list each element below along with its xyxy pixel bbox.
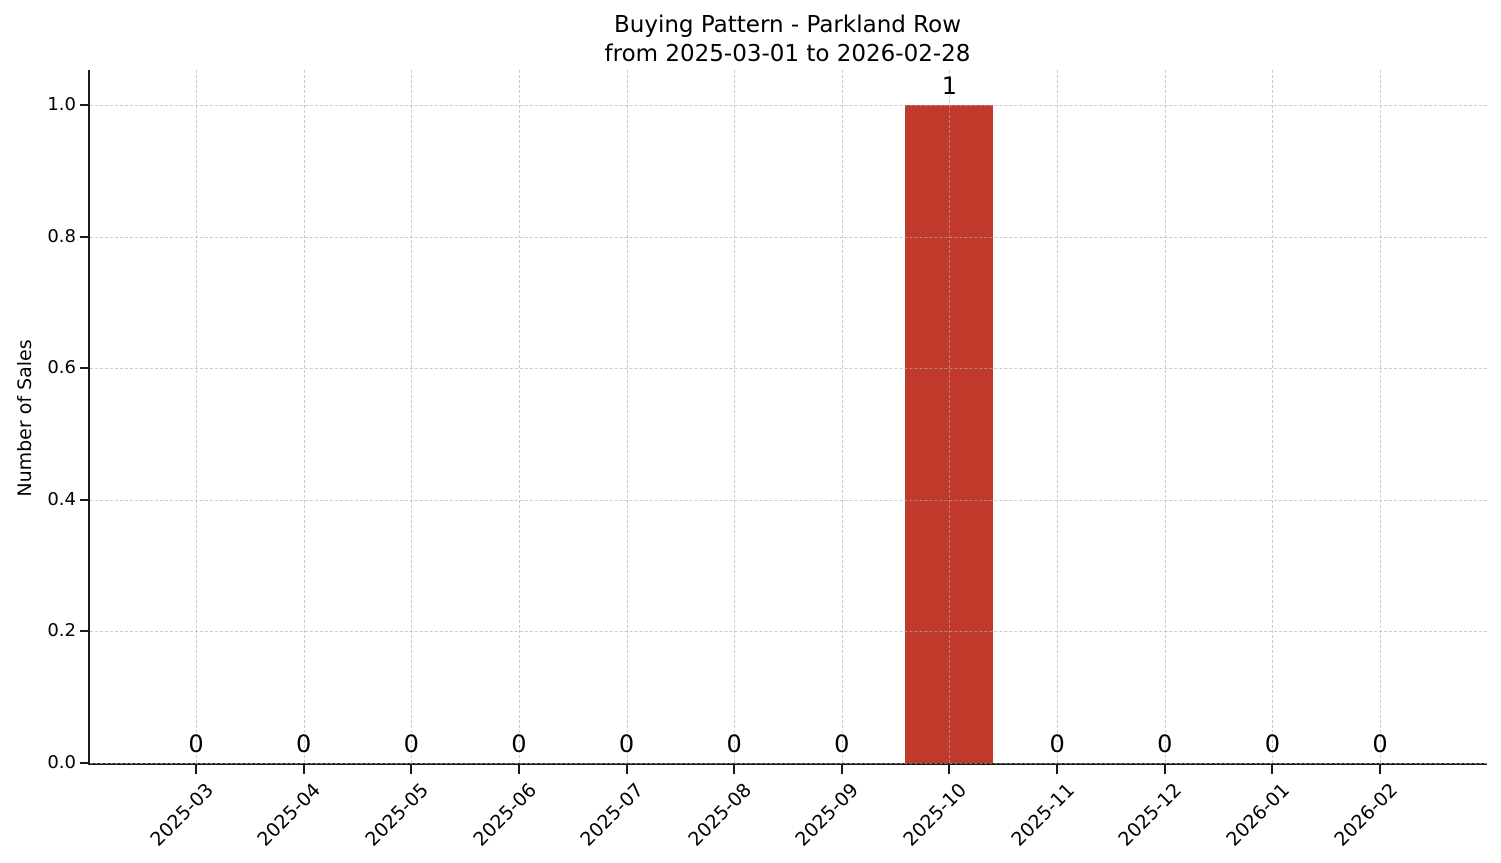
bar-value-label-2025-03: 0 — [188, 730, 204, 758]
plot-area: 0 0 0 0 0 0 0 1 0 0 0 0 — [88, 70, 1487, 765]
x-tick-mark — [1163, 765, 1166, 774]
gridline-vertical — [734, 70, 736, 763]
y-tick-label: 0.8 — [47, 225, 76, 247]
y-tick-label: 0.4 — [47, 488, 76, 510]
x-tick-label-2025-05: 2025-05 — [361, 779, 433, 851]
x-tick-label-2025-03: 2025-03 — [145, 779, 218, 851]
gridline-vertical — [1379, 70, 1381, 763]
gridline-horizontal — [90, 368, 1487, 370]
gridline-horizontal — [90, 763, 1487, 764]
x-tick-label-2025-06: 2025-06 — [468, 779, 541, 851]
bar-value-label-2025-04: 0 — [295, 730, 312, 758]
x-tick-label-2025-07: 2025-07 — [576, 779, 649, 851]
gridline-horizontal — [90, 631, 1487, 633]
bar-value-label-2025-07: 0 — [618, 730, 635, 758]
y-tick-label: 0.2 — [47, 620, 76, 642]
gridline-vertical — [841, 70, 843, 763]
x-tick-label-2025-09: 2025-09 — [791, 779, 864, 851]
x-tick-mark — [948, 765, 951, 774]
gridline-horizontal — [90, 499, 1487, 501]
bar-value-label-2025-11: 0 — [1049, 730, 1065, 758]
x-tick-label-2026-02: 2026-02 — [1329, 779, 1402, 851]
gridline-vertical — [1164, 70, 1166, 763]
y-tick-mark — [80, 762, 89, 764]
x-tick-mark — [625, 765, 628, 774]
gridline-vertical — [303, 70, 305, 763]
x-tick-mark — [1056, 765, 1059, 774]
gridline-vertical — [518, 70, 520, 763]
gridline-vertical — [411, 70, 413, 763]
y-tick-label: 0.6 — [47, 357, 76, 379]
chart-title-line1: Buying Pattern - Parkland Row — [613, 12, 962, 38]
y-tick-mark — [80, 498, 89, 501]
gridline-vertical — [626, 70, 628, 763]
bar-value-label-2025-06: 0 — [511, 730, 527, 758]
x-tick-label-2025-10: 2025-10 — [899, 779, 972, 851]
x-tick-mark — [517, 765, 520, 774]
chart-title: Buying Pattern - Parkland Row from 2025-… — [88, 11, 1487, 69]
gridline-vertical — [1272, 70, 1274, 763]
bar-value-label-2025-09: 0 — [834, 730, 850, 758]
x-tick-label-2025-04: 2025-04 — [253, 779, 326, 851]
x-tick-mark — [410, 765, 413, 774]
bar-value-label-2025-05: 0 — [403, 730, 419, 758]
x-tick-mark — [302, 765, 305, 774]
x-tick-mark — [195, 765, 197, 774]
bar-value-label-2026-01: 0 — [1264, 730, 1280, 758]
chart-title-line2: from 2025-03-01 to 2026-02-28 — [604, 41, 971, 67]
x-tick-label-2025-08: 2025-08 — [684, 779, 756, 851]
gridline-vertical — [1057, 70, 1059, 763]
y-tick-mark — [80, 235, 89, 238]
gridline-vertical — [949, 70, 951, 763]
y-tick-mark — [80, 104, 89, 106]
y-tick-mark — [80, 367, 89, 370]
gridline-vertical — [196, 70, 197, 763]
x-tick-mark — [1271, 765, 1274, 774]
y-tick-label: 1.0 — [47, 94, 76, 115]
gridline-horizontal — [90, 236, 1487, 238]
gridline-horizontal — [90, 105, 1487, 106]
bar-value-label-2025-08: 0 — [726, 730, 742, 758]
y-tick-label: 0.0 — [47, 752, 76, 773]
bar-value-label-2026-02: 0 — [1372, 730, 1388, 758]
x-tick-mark — [1378, 765, 1381, 774]
bar-value-label-2025-10: 1 — [941, 72, 958, 100]
x-tick-label-2025-12: 2025-12 — [1114, 779, 1187, 851]
bar-value-label-2025-12: 0 — [1157, 730, 1173, 758]
y-axis-label: Number of Sales — [14, 339, 36, 497]
x-tick-mark — [733, 765, 736, 774]
y-tick-mark — [80, 630, 89, 633]
x-tick-label-2026-01: 2026-01 — [1222, 779, 1294, 851]
x-tick-label-2025-11: 2025-11 — [1006, 779, 1079, 851]
x-tick-mark — [840, 765, 843, 774]
